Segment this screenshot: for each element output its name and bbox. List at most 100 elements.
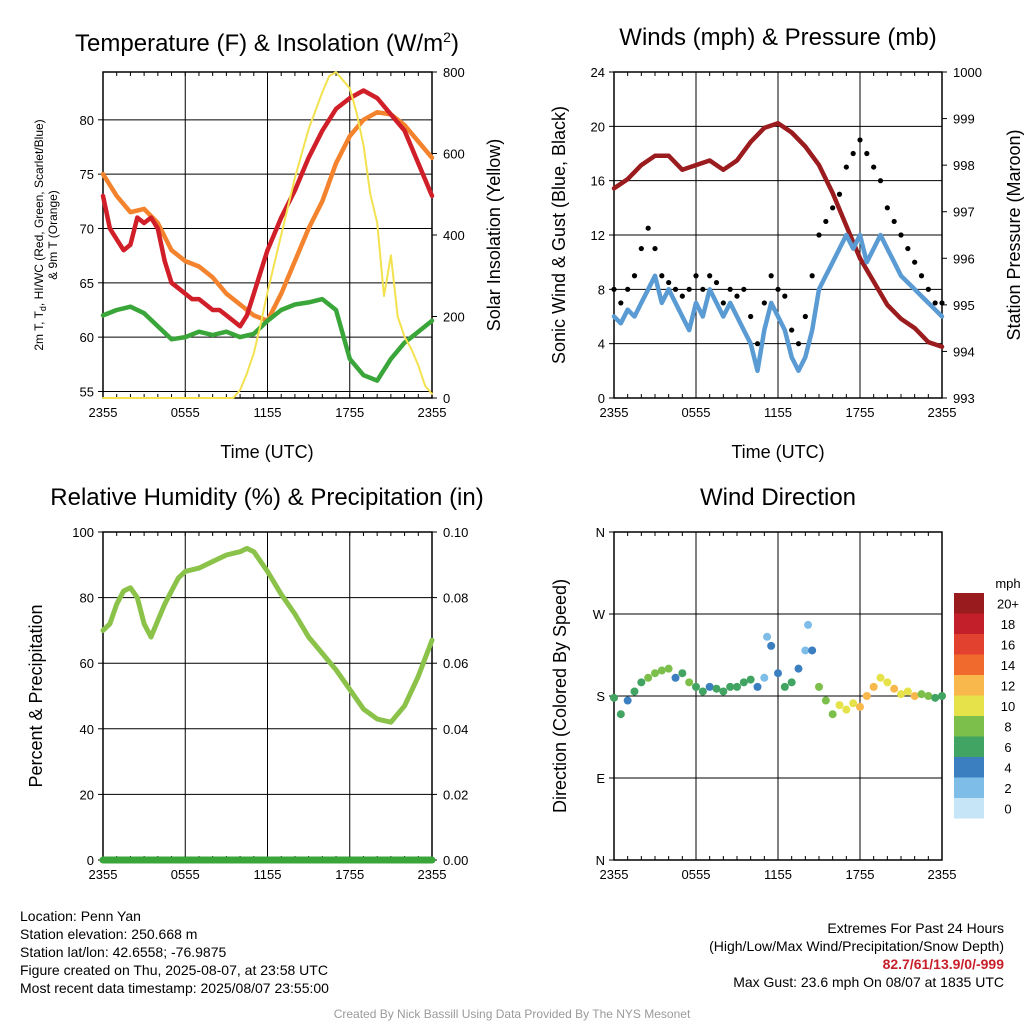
wind-direction-point xyxy=(842,705,851,714)
wind-direction-point xyxy=(821,696,830,705)
wind-direction-point xyxy=(610,693,618,702)
colorbar-swatch xyxy=(954,593,984,614)
temperature-series-red xyxy=(100,88,435,329)
temperature-y2tick: 800 xyxy=(443,65,465,80)
temperature-y2tick: 400 xyxy=(443,228,465,243)
winds-ytick: 0 xyxy=(598,391,605,406)
humidity-plot: 2355 0555 1155 1755 23550204060801000.000.02… xyxy=(72,525,468,882)
station-info: Location: Penn Yan Station elevation: 25… xyxy=(20,907,329,997)
wind-direction-point xyxy=(808,646,817,655)
wind-direction-point xyxy=(657,666,666,675)
temperature-series-yellow xyxy=(102,71,433,399)
wind-direction-point xyxy=(917,690,926,699)
winds-gust-point xyxy=(905,245,911,252)
wind-direction-point xyxy=(804,620,813,629)
winds-gust-point xyxy=(659,273,665,279)
temperature-y2label: Solar Insolation (Yellow) xyxy=(484,139,504,331)
extremes-info: Extremes For Past 24 Hours (High/Low/Max… xyxy=(709,919,1004,991)
winds-gust-point xyxy=(871,164,877,170)
temperature-y2tick: 0 xyxy=(443,391,450,406)
wind-direction-point xyxy=(760,673,769,682)
winds-gust-point xyxy=(857,137,863,143)
humidity-ylabel: Percent & Precipitation xyxy=(26,604,46,787)
winds-gust-point xyxy=(864,150,870,157)
colorbar-label: 4 xyxy=(1004,760,1011,775)
temperature-xtick: 2355 xyxy=(89,405,118,420)
winds-gust-point xyxy=(843,164,849,170)
wind-direction-point xyxy=(630,687,639,696)
winds-xtick: 2355 xyxy=(928,405,957,420)
humidity-y2tick: 0.10 xyxy=(443,525,468,540)
wind-direction-xtick: 0555 xyxy=(682,867,711,882)
wind-direction-ylabel: Direction (Colored By Speed) xyxy=(550,579,570,813)
wind-direction-point xyxy=(828,710,837,719)
wind-direction-point xyxy=(678,669,687,678)
humidity-ytick: 60 xyxy=(80,656,94,671)
wind-direction-point xyxy=(712,684,721,693)
wind-direction-xtick: 1755 xyxy=(846,867,875,882)
humidity-xtick: 1155 xyxy=(254,867,282,882)
wind-direction-point xyxy=(671,673,680,682)
wind-direction-ytick: N xyxy=(596,853,605,868)
wind-direction-point xyxy=(763,632,772,641)
wind-direction-point xyxy=(931,693,940,702)
wind-direction-point xyxy=(692,682,700,691)
colorbar-swatch xyxy=(954,613,984,634)
humidity-ytick: 100 xyxy=(72,525,94,540)
wind-direction-point xyxy=(685,678,694,687)
elevation-line: Station elevation: 250.668 m xyxy=(20,926,198,942)
wind-direction-point xyxy=(733,682,741,691)
temperature-ylabel-line2: & 9m T (Orange) xyxy=(46,190,60,280)
winds-xtick: 0555 xyxy=(682,405,711,420)
winds-gust-point xyxy=(925,286,931,292)
winds-gust-point xyxy=(754,341,761,347)
extremes-title: Extremes For Past 24 Hours xyxy=(827,920,1004,936)
wind-direction-point xyxy=(862,692,871,700)
credit-line: Created By Nick Bassill Using Data Provi… xyxy=(333,1007,691,1021)
winds-panel: Winds (mph) & Pressure (mb) Time (UTC) S… xyxy=(549,24,1024,462)
humidity-y2tick: 0.02 xyxy=(443,787,468,802)
wind-direction-point xyxy=(698,687,707,696)
winds-y2tick: 1000 xyxy=(953,65,982,80)
colorbar-swatch xyxy=(954,695,984,716)
wind-direction-point xyxy=(637,678,646,687)
wind-direction-point xyxy=(616,710,625,719)
humidity-xtick: 1755 xyxy=(335,867,364,882)
wind-direction-point xyxy=(746,675,755,684)
winds-ytick: 24 xyxy=(591,65,605,80)
winds-gust-point xyxy=(700,286,706,292)
wind-direction-point xyxy=(753,682,762,691)
colorbar-swatch xyxy=(954,757,984,778)
winds-gust-point xyxy=(707,273,713,279)
winds-y2tick: 996 xyxy=(953,251,975,266)
wind-direction-point xyxy=(903,687,912,696)
wind-direction-point xyxy=(849,699,858,708)
winds-gust-point xyxy=(672,286,679,292)
winds-gust-point xyxy=(618,300,624,306)
wind-direction-point xyxy=(883,678,892,687)
winds-y2tick: 994 xyxy=(953,344,975,359)
temperature-ytick: 75 xyxy=(80,167,94,182)
temperature-y2tick: 600 xyxy=(443,147,465,162)
winds-gust-point xyxy=(775,286,781,292)
wind-direction-point xyxy=(726,682,735,691)
temperature-plot: 2355 0555 1155 1755 235555606570758002004006… xyxy=(80,65,465,420)
humidity-title: Relative Humidity (%) & Precipitation (i… xyxy=(50,484,483,511)
colorbar-label: 18 xyxy=(1001,617,1015,632)
colorbar-label: 14 xyxy=(1001,658,1015,673)
winds-y2tick: 993 xyxy=(953,391,975,406)
created-line: Figure created on Thu, 2025-08-07, at 23… xyxy=(20,962,328,978)
temperature-ytick: 70 xyxy=(80,221,94,236)
winds-gust-point xyxy=(823,218,829,225)
winds-xtick: 1755 xyxy=(846,405,875,420)
wind-direction-point xyxy=(774,669,782,678)
wind-direction-point xyxy=(801,646,810,655)
winds-ytick: 8 xyxy=(598,282,605,297)
winds-series-blue xyxy=(611,232,945,374)
wind-direction-point xyxy=(910,692,919,700)
wind-direction-point xyxy=(835,701,844,710)
location-line: Location: Penn Yan xyxy=(20,908,141,924)
winds-y2tick: 998 xyxy=(953,158,975,173)
